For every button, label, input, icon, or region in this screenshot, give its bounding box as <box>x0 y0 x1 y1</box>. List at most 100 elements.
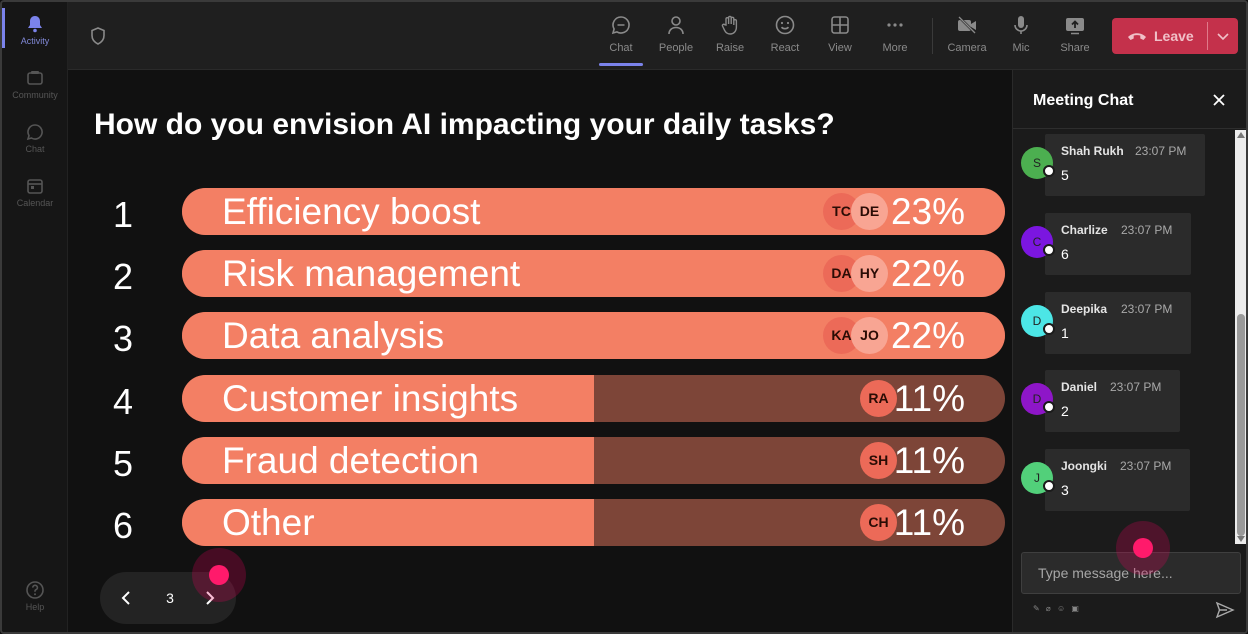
phone-hangup-icon <box>1128 33 1146 40</box>
option-bar-fill <box>182 499 594 546</box>
calendar-icon <box>27 179 43 194</box>
option-number: 3 <box>112 318 134 359</box>
leave-divider <box>1207 22 1208 50</box>
leave-label: Leave <box>1154 28 1194 44</box>
option-number: 6 <box>112 505 134 546</box>
poll-option-row: 3 Data analysis KA JO 22% <box>68 312 1012 360</box>
option-number: 5 <box>112 443 134 484</box>
option-percent: 11% <box>893 502 965 543</box>
chevron-left-icon[interactable] <box>116 588 136 608</box>
option-percent: 22% <box>890 253 965 294</box>
grid-icon <box>831 16 849 34</box>
scroll-down-arrow[interactable] <box>1237 536 1245 542</box>
poll-question: How do you envision AI impacting your da… <box>94 108 835 141</box>
poll-option-row: 4 Customer insights RA 11% <box>68 375 1012 423</box>
scroll-up-arrow[interactable] <box>1237 132 1245 138</box>
option-percent: 11% <box>893 440 965 481</box>
message-time: 23:07 PM <box>1135 144 1187 158</box>
toolbar-button-label: React <box>770 42 800 54</box>
chat-message-input[interactable] <box>1021 552 1241 594</box>
rail-item-calendar[interactable]: Calendar <box>2 176 68 208</box>
toolbar-button-label: Raise <box>715 42 745 54</box>
leave-button[interactable]: Leave <box>1112 18 1238 54</box>
option-number: 1 <box>112 194 134 235</box>
rail-item-label: Chat <box>25 144 45 154</box>
message-text: 3 <box>1061 482 1069 498</box>
message-time: 23:07 PM <box>1110 380 1162 394</box>
mic-icon <box>1014 16 1028 34</box>
option-bar: Efficiency boost TC DE 23% <box>182 188 1005 235</box>
smile-icon <box>775 15 795 35</box>
format-toolbar[interactable]: ✎ ⌀ ☺ ▣ <box>1033 604 1081 613</box>
toolbar-share-button[interactable]: Share <box>1050 14 1100 64</box>
toolbar-mic-button[interactable]: Mic <box>996 14 1046 64</box>
option-label: Other <box>222 502 315 543</box>
message-text: 2 <box>1061 403 1069 419</box>
chevron-right-icon[interactable] <box>200 588 220 608</box>
chat-icon <box>611 16 630 35</box>
toolbar-react-button[interactable]: React <box>760 14 810 64</box>
rail-item-label: Calendar <box>16 198 54 208</box>
shield-icon[interactable] <box>88 26 108 46</box>
chat-scrollbar[interactable] <box>1235 130 1246 544</box>
option-number: 2 <box>112 256 134 297</box>
toolbar-more-button[interactable]: More <box>870 14 920 64</box>
toolbar-camera-button[interactable]: Camera <box>942 14 992 64</box>
option-bar-fill <box>182 375 594 422</box>
message-bubble: Charlize 23:07 PM 6 <box>1045 213 1191 275</box>
voter-avatar: HY <box>851 255 888 292</box>
option-label: Data analysis <box>222 315 445 356</box>
option-label: Efficiency boost <box>222 191 481 232</box>
page-number: 3 <box>166 590 174 606</box>
toolbar-button-label: Chat <box>609 42 633 54</box>
rail-item-community[interactable]: Community <box>2 68 68 100</box>
message-time: 23:07 PM <box>1121 302 1173 316</box>
toolbar-button-label: View <box>828 42 852 54</box>
send-icon[interactable] <box>1215 600 1235 620</box>
message-bubble: Shah Rukh 23:07 PM 5 <box>1045 134 1205 196</box>
bell-icon <box>28 16 42 33</box>
option-label: Customer insights <box>222 378 519 419</box>
click-indicator <box>192 548 246 602</box>
voter-avatar: TC <box>823 193 860 230</box>
rail-item-label: Activity <box>20 36 50 46</box>
chat-divider <box>1013 128 1246 129</box>
message-text: 1 <box>1061 325 1069 341</box>
left-rail: Activity Community Chat Calendar Help <box>2 2 68 632</box>
toolbar-button-label: Mic <box>1012 42 1030 54</box>
close-icon[interactable] <box>1211 92 1227 108</box>
option-label: Risk management <box>222 253 521 294</box>
toolbar-chat-button[interactable]: Chat <box>596 14 646 66</box>
option-percent: 11% <box>893 378 965 419</box>
poll-option-row: 1 Efficiency boost TC DE 23% <box>68 188 1012 236</box>
chat-title: Meeting Chat <box>1033 92 1134 109</box>
hand-icon <box>721 15 738 35</box>
message-text: 6 <box>1061 246 1069 262</box>
toolbar-button-label: More <box>882 42 908 54</box>
toolbar-button-label: Share <box>1060 42 1090 54</box>
presence-status-dot <box>1043 480 1055 492</box>
chevron-down-icon[interactable] <box>1215 28 1231 44</box>
option-percent: 22% <box>890 315 965 356</box>
message-bubble: Daniel 23:07 PM 2 <box>1045 370 1180 432</box>
rail-item-help[interactable]: Help <box>2 580 68 612</box>
chat-icon <box>26 124 43 141</box>
rail-item-chat[interactable]: Chat <box>2 122 68 154</box>
toolbar-raise-button[interactable]: Raise <box>705 14 755 64</box>
voter-avatar: CH <box>860 504 897 541</box>
toolbar-view-button[interactable]: View <box>815 14 865 64</box>
presence-status-dot <box>1043 244 1055 256</box>
more-icon <box>887 23 903 27</box>
presence-status-dot <box>1043 165 1055 177</box>
sender-name: Joongki <box>1061 459 1108 473</box>
scroll-thumb[interactable] <box>1237 314 1245 536</box>
toolbar-divider <box>932 18 933 54</box>
share-icon <box>1066 18 1084 35</box>
rail-item-activity[interactable]: Activity <box>2 8 68 48</box>
voter-avatar: RA <box>860 380 897 417</box>
option-bar-fill <box>182 437 594 484</box>
message-text: 5 <box>1061 167 1069 183</box>
voter-avatar: SH <box>860 442 897 479</box>
toolbar-people-button[interactable]: People <box>651 14 701 64</box>
